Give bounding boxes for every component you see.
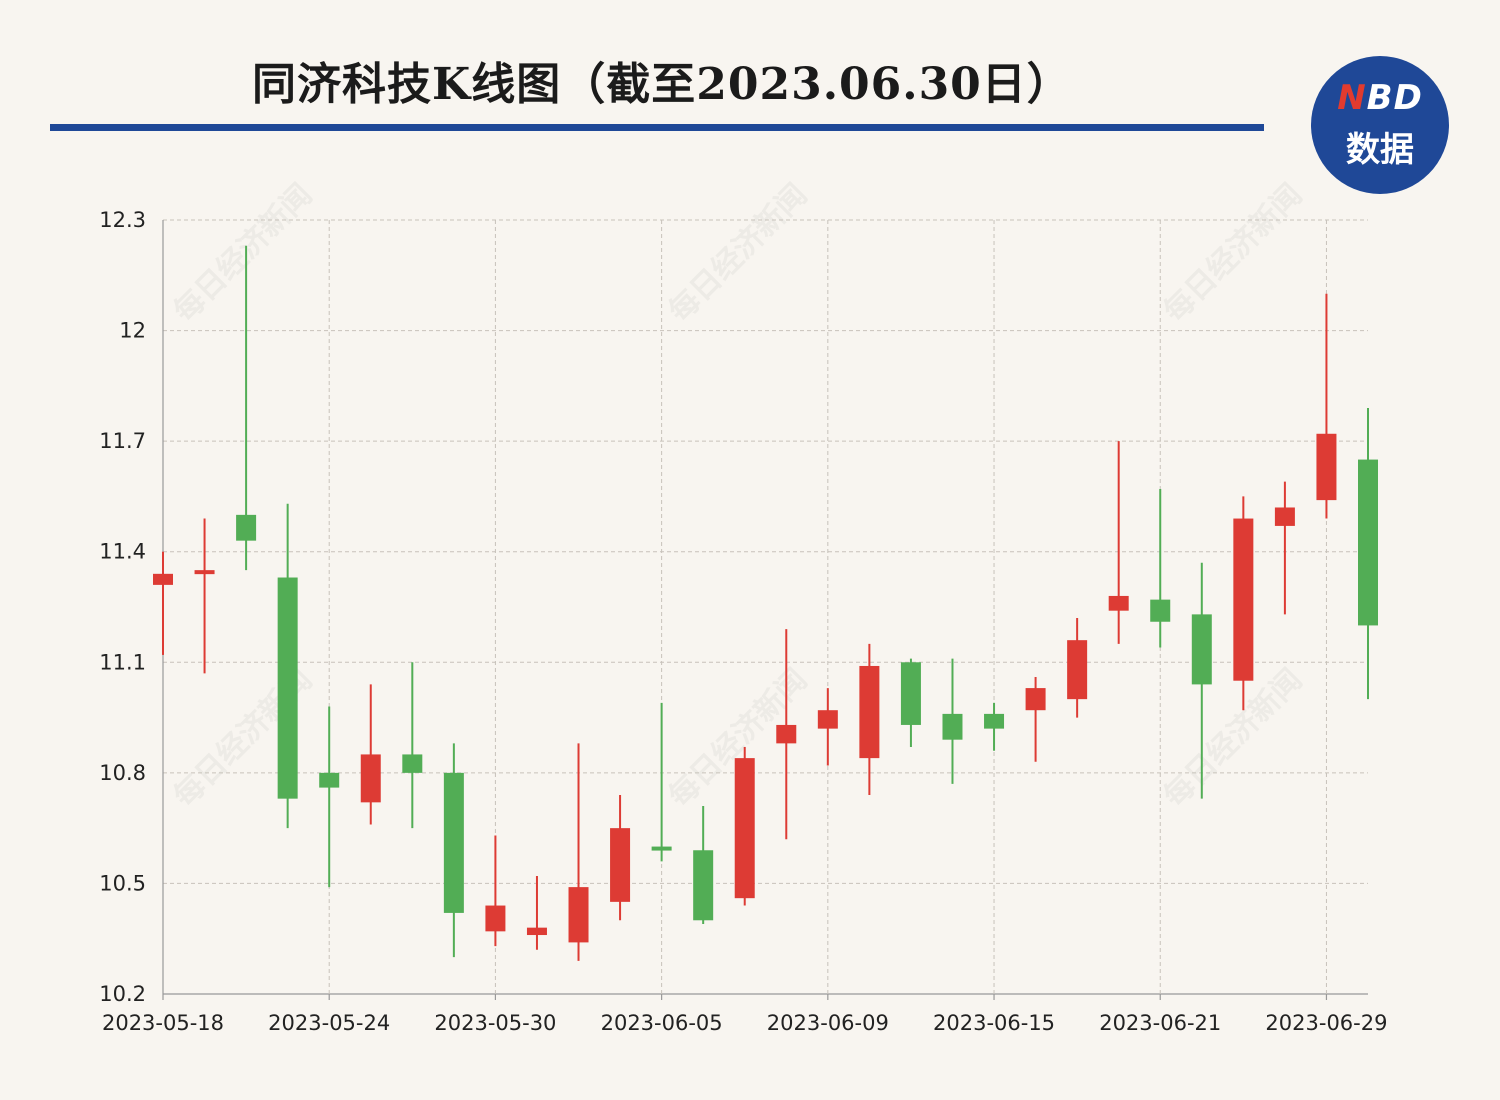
candles	[153, 245, 1378, 961]
candle	[194, 518, 215, 674]
x-tick-label: 2023-06-29	[1265, 1011, 1387, 1035]
candle-body	[610, 828, 631, 902]
y-axis-ticks: 12.3 12 11.7 11.4 11.1 10.8 10.5 10.2	[99, 208, 146, 1006]
x-tick-label: 2023-06-09	[767, 1011, 889, 1035]
grid-lines	[162, 219, 1368, 1000]
candle	[651, 702, 672, 862]
candle-body	[942, 713, 963, 740]
candle-body	[153, 573, 173, 585]
candle	[900, 658, 921, 748]
x-tick-label: 2023-06-05	[601, 1011, 723, 1035]
candle	[776, 629, 797, 840]
page-title: 同济科技K线图（截至2023.06.30日）	[252, 59, 1072, 110]
candle-body	[526, 927, 547, 936]
candle-body	[900, 662, 921, 725]
candle-body	[817, 710, 838, 729]
candle-body	[1025, 688, 1046, 711]
candle-body	[734, 758, 755, 899]
candle	[236, 245, 257, 571]
candle-body	[443, 772, 464, 913]
candle	[693, 806, 714, 924]
candle-body	[402, 754, 423, 773]
candle-body	[277, 577, 298, 799]
candle-body	[651, 846, 672, 851]
candle	[568, 743, 589, 961]
logo-sub-text: 数据	[1346, 130, 1414, 170]
watermark-5: 每日经济新闻	[1157, 662, 1309, 814]
candle-body	[776, 724, 797, 744]
candle-body	[1358, 459, 1378, 626]
candle-body	[859, 665, 880, 759]
candle	[1150, 489, 1171, 648]
candle-body	[1233, 518, 1254, 681]
candle	[443, 743, 464, 958]
y-tick-label: 12	[119, 319, 146, 343]
candle	[402, 662, 423, 829]
candle-body	[319, 772, 340, 788]
candle	[526, 876, 547, 950]
candle	[942, 658, 963, 784]
candle	[817, 688, 838, 766]
candle	[1108, 441, 1129, 644]
candle	[1067, 618, 1088, 718]
candle	[1358, 407, 1378, 700]
candle-body	[1191, 614, 1212, 685]
candle-body	[1316, 433, 1337, 501]
x-tick-label: 2023-06-15	[933, 1011, 1055, 1035]
y-tick-label: 12.3	[99, 208, 146, 232]
candle	[1274, 481, 1295, 615]
candle-body	[360, 754, 381, 803]
candle	[1025, 677, 1046, 762]
title-underline	[50, 124, 1264, 131]
candle-body	[1274, 507, 1295, 526]
watermark-0: 每日经济新闻	[167, 177, 319, 329]
candle	[1233, 496, 1254, 711]
candle-body	[1067, 640, 1088, 700]
candle-body	[693, 850, 714, 921]
candle-body	[568, 887, 589, 943]
candle-body	[236, 514, 257, 541]
candle	[319, 706, 340, 888]
y-tick-label: 11.7	[99, 429, 146, 453]
candle-body	[194, 570, 215, 575]
x-axis-ticks: 2023-05-18 2023-05-24 2023-05-30 2023-06-05…	[102, 1011, 1387, 1035]
candle	[153, 551, 173, 655]
candle-body	[984, 713, 1005, 729]
candle-body	[1150, 599, 1171, 622]
x-tick-label: 2023-06-21	[1099, 1011, 1221, 1035]
x-tick-label: 2023-05-24	[268, 1011, 390, 1035]
candle	[485, 835, 506, 947]
candle	[984, 702, 1005, 751]
watermark-2: 每日经济新闻	[1157, 177, 1309, 329]
candle	[1316, 293, 1337, 519]
nbd-data-logo: NBD 数据	[1311, 56, 1449, 194]
candle-body	[485, 905, 506, 932]
candle	[360, 684, 381, 825]
x-tick-label: 2023-05-18	[102, 1011, 224, 1035]
watermark-1: 每日经济新闻	[662, 177, 814, 329]
logo-nbd-text: NBD	[1337, 78, 1423, 118]
candle	[610, 794, 631, 921]
candle-body	[1108, 595, 1129, 611]
y-tick-label: 11.1	[99, 650, 146, 674]
y-tick-label: 10.8	[99, 761, 146, 785]
candle	[859, 643, 880, 795]
y-tick-label: 10.2	[99, 982, 146, 1006]
x-tick-label: 2023-05-30	[434, 1011, 556, 1035]
candle	[277, 503, 298, 829]
candle	[1191, 562, 1212, 799]
y-tick-label: 10.5	[99, 871, 146, 895]
y-tick-label: 11.4	[99, 540, 146, 564]
candle	[734, 747, 755, 906]
